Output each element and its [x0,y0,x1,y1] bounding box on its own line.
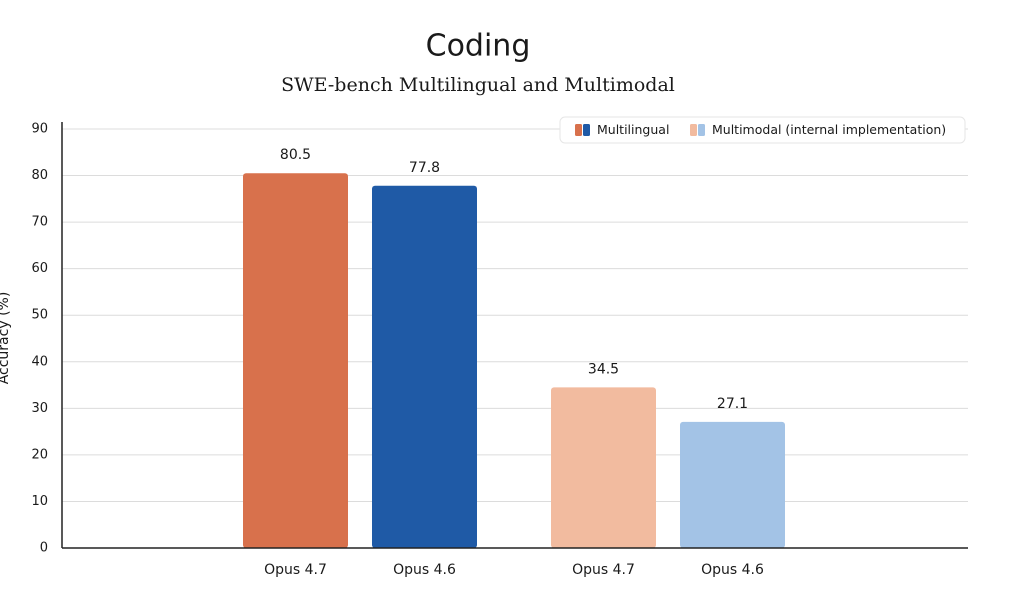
value-label: 27.1 [717,396,748,412]
bar [372,185,477,548]
y-tick-label: 20 [31,447,48,462]
y-tick-label: 90 [31,122,48,137]
y-tick-label: 0 [40,541,48,556]
x-tick-label: Opus 4.7 [264,562,327,578]
x-tick-label: Opus 4.6 [701,562,764,578]
legend-swatch [698,124,705,136]
value-label: 77.8 [409,160,440,176]
bar [680,421,785,548]
y-tick-label: 60 [31,261,48,276]
legend-swatch [575,124,582,136]
y-tick-label: 70 [31,215,48,230]
chart-title: Coding [426,29,531,64]
legend-swatch [583,124,590,136]
legend-label: Multilingual [597,122,669,137]
value-label: 34.5 [588,361,619,377]
x-tick-label: Opus 4.7 [572,562,635,578]
y-tick-label: 50 [31,308,48,323]
y-axis-label: Accuracy (%) [0,292,12,385]
y-tick-label: 10 [31,494,48,509]
legend-label: Multimodal (internal implementation) [712,122,946,137]
bar [551,387,656,548]
legend-box [559,116,966,144]
y-tick-label: 40 [31,354,48,369]
y-tick-label: 80 [31,168,48,183]
legend: Multilingual Multimodal (internal impleme… [559,116,966,144]
y-tick-label: 30 [31,401,48,416]
legend-swatch [690,124,697,136]
x-tick-label: Opus 4.6 [393,562,456,578]
bar [243,173,348,548]
value-label: 80.5 [280,147,311,163]
chart-subtitle: SWE-bench Multilingual and Multimodal [281,74,675,96]
